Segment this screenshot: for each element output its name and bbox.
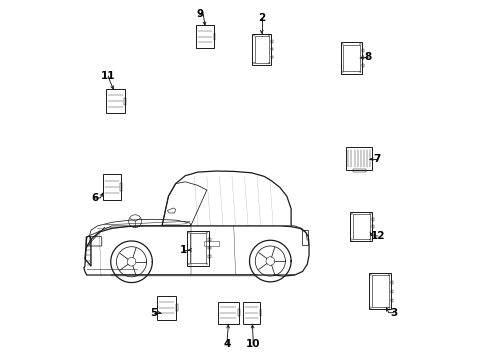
Text: 5: 5: [150, 308, 158, 318]
Bar: [270, 40, 272, 43]
Bar: [270, 55, 272, 58]
Bar: [361, 57, 364, 59]
Text: 2: 2: [258, 13, 265, 23]
Bar: [208, 255, 210, 258]
Text: 1: 1: [180, 245, 187, 255]
Bar: [371, 233, 374, 235]
Bar: [361, 64, 364, 67]
Bar: [213, 33, 215, 40]
Text: 12: 12: [370, 231, 385, 241]
Bar: [238, 310, 240, 316]
Text: 9: 9: [196, 9, 203, 19]
Text: 6: 6: [91, 193, 98, 203]
Text: 3: 3: [389, 308, 396, 318]
Bar: [371, 218, 374, 221]
Text: 10: 10: [245, 339, 260, 349]
Bar: [352, 169, 365, 172]
Bar: [371, 225, 374, 228]
Bar: [361, 49, 364, 52]
Bar: [390, 299, 392, 302]
Bar: [390, 290, 392, 293]
Bar: [390, 281, 392, 284]
Bar: [124, 98, 126, 105]
Bar: [120, 183, 122, 191]
Text: 8: 8: [364, 52, 371, 62]
Bar: [270, 48, 272, 50]
Text: 7: 7: [373, 154, 380, 164]
Text: 11: 11: [101, 71, 115, 81]
Bar: [208, 247, 210, 249]
Bar: [175, 304, 177, 311]
Text: 4: 4: [223, 339, 230, 349]
Bar: [208, 238, 210, 241]
Bar: [259, 310, 261, 316]
